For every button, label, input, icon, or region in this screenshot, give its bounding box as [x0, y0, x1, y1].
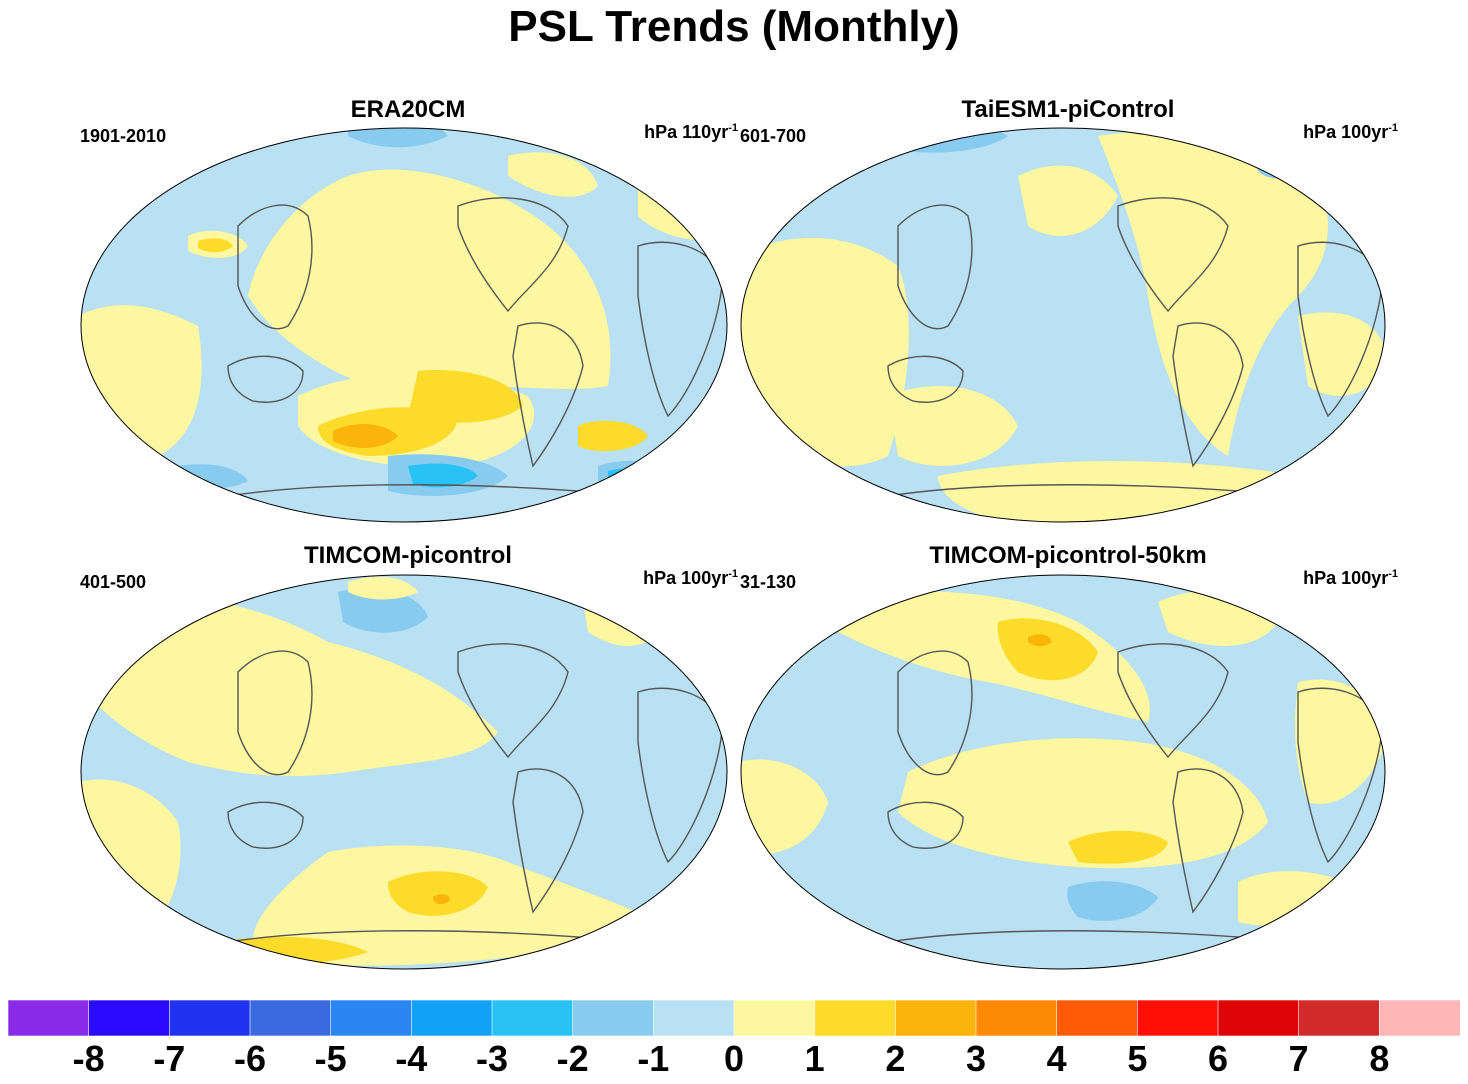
colorbar-tick-label: 8: [1369, 1038, 1389, 1080]
units-exponent: -1: [1388, 122, 1398, 134]
colorbar-swatch: [250, 1000, 331, 1036]
units-exponent: -1: [1388, 568, 1398, 580]
colorbar-swatch: [492, 1000, 573, 1036]
colorbar-tick-label: 1: [805, 1038, 825, 1080]
panel-units: hPa 100yr-1: [1303, 122, 1398, 143]
colorbar-swatch: [1379, 1000, 1460, 1036]
colorbar-tick-label: -6: [234, 1038, 266, 1080]
map-timcom: [78, 542, 738, 982]
panel-title: TIMCOM-picontrol-50km: [738, 542, 1398, 570]
colorbar-labels: -8 -7 -6 -5 -4 -3 -2 -1 0 1 2 3 4 5 6 7 8: [0, 1038, 1468, 1084]
panel-period: 1901-2010: [80, 126, 166, 147]
panel-taiesm1-picontrol: TaiESM1-piControl 601-700 hPa 100yr-1: [738, 96, 1398, 536]
panel-units: hPa 100yr-1: [1303, 568, 1398, 589]
colorbar-tick-label: 7: [1289, 1038, 1309, 1080]
map-timcom-50km: [738, 542, 1398, 982]
panel-era20cm: ERA20CM 1901-2010 hPa 110yr-1: [78, 96, 738, 536]
colorbar-swatch: [8, 1000, 89, 1036]
units-text: hPa 110yr: [644, 122, 728, 142]
panel-period: 31-130: [740, 572, 796, 593]
units-text: hPa 100yr: [1303, 568, 1388, 588]
colorbar-swatch: [895, 1000, 976, 1036]
figure-title: PSL Trends (Monthly): [0, 2, 1468, 52]
colorbar-tick-label: -3: [476, 1038, 508, 1080]
colorbar-swatch: [734, 1000, 815, 1036]
panel-title: ERA20CM: [78, 96, 738, 124]
colorbar-tick-label: -2: [557, 1038, 589, 1080]
units-exponent: -1: [728, 568, 738, 580]
map-taiesm1: [738, 96, 1398, 536]
colorbar-tick-label: 5: [1127, 1038, 1147, 1080]
colorbar-tick-label: -1: [637, 1038, 669, 1080]
colorbar-swatch: [411, 1000, 492, 1036]
colorbar-swatch: [976, 1000, 1057, 1036]
colorbar-tick-label: -8: [73, 1038, 105, 1080]
panel-units: hPa 110yr-1: [644, 122, 738, 143]
colorbar-swatch: [1218, 1000, 1299, 1036]
colorbar-swatch: [815, 1000, 896, 1036]
colorbar-swatch: [1057, 1000, 1138, 1036]
colorbar-tick-label: 6: [1208, 1038, 1228, 1080]
panel-period: 601-700: [740, 126, 806, 147]
colorbar-swatch: [573, 1000, 654, 1036]
units-text: hPa 100yr: [1303, 122, 1388, 142]
colorbar-swatch: [653, 1000, 734, 1036]
colorbar-swatch: [331, 1000, 412, 1036]
colorbar-tick-label: -4: [395, 1038, 427, 1080]
colorbar: [8, 1000, 1460, 1036]
colorbar-tick-label: 4: [1047, 1038, 1067, 1080]
colorbar-tick-label: -5: [315, 1038, 347, 1080]
colorbar-tick-label: -7: [153, 1038, 185, 1080]
colorbar-tick-label: 3: [966, 1038, 986, 1080]
panel-title: TIMCOM-picontrol: [78, 542, 738, 570]
colorbar-tick-label: 2: [885, 1038, 905, 1080]
panel-units: hPa 100yr-1: [643, 568, 738, 589]
panel-title: TaiESM1-piControl: [738, 96, 1398, 124]
colorbar-swatch: [1137, 1000, 1218, 1036]
panel-period: 401-500: [80, 572, 146, 593]
colorbar-tick-label: 0: [724, 1038, 744, 1080]
panel-timcom-picontrol-50km: TIMCOM-picontrol-50km 31-130 hPa 100yr-1: [738, 542, 1398, 982]
units-text: hPa 100yr: [643, 568, 728, 588]
colorbar-swatch: [1299, 1000, 1380, 1036]
colorbar-swatch: [169, 1000, 250, 1036]
panel-timcom-picontrol: TIMCOM-picontrol 401-500 hPa 100yr-1: [78, 542, 738, 982]
colorbar-swatch: [89, 1000, 170, 1036]
map-era20cm: [78, 96, 738, 536]
units-exponent: -1: [728, 122, 738, 134]
